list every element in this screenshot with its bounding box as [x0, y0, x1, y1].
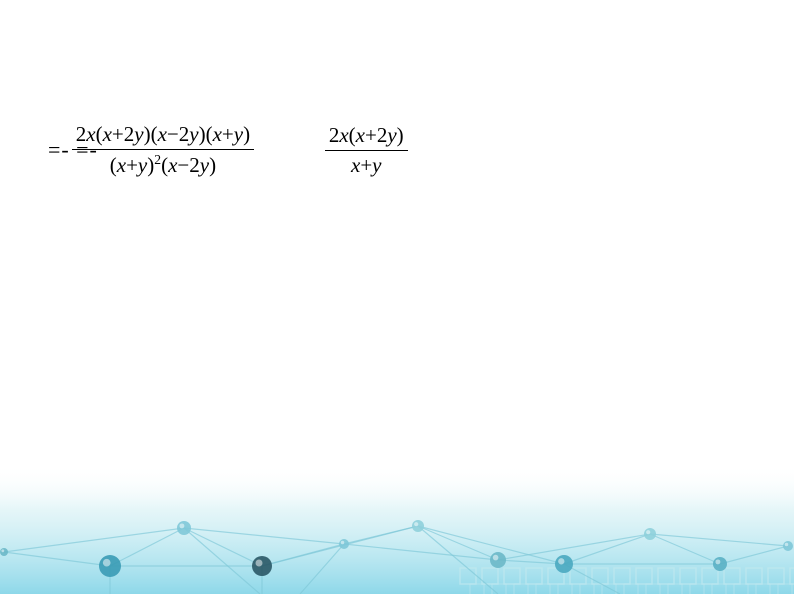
minus-sign-2: -: [90, 137, 97, 163]
fraction-2: 2x(x+2y) x+y: [325, 121, 408, 180]
minus-sign-1: -: [61, 137, 68, 163]
fraction-1-denominator: (x+y)2(x−2y): [106, 150, 220, 180]
decorative-background: [0, 464, 794, 594]
equals-sign-2: =: [76, 137, 88, 163]
decorative-squares: [460, 568, 794, 594]
fraction-2-denominator: x+y: [347, 151, 386, 180]
fraction-2-numerator: 2x(x+2y): [325, 121, 408, 151]
network-lines: [4, 526, 788, 594]
fraction-1: 2x(x+2y)(x−2y)(x+y) (x+y)2(x−2y): [72, 120, 254, 180]
equals-sign-1: =: [48, 137, 60, 163]
equation-row: = - 2x(x+2y)(x−2y)(x+y) (x+y)2(x−2y) = -…: [48, 120, 410, 180]
network-nodes: [0, 520, 793, 577]
fraction-1-numerator: 2x(x+2y)(x−2y)(x+y): [72, 120, 254, 150]
